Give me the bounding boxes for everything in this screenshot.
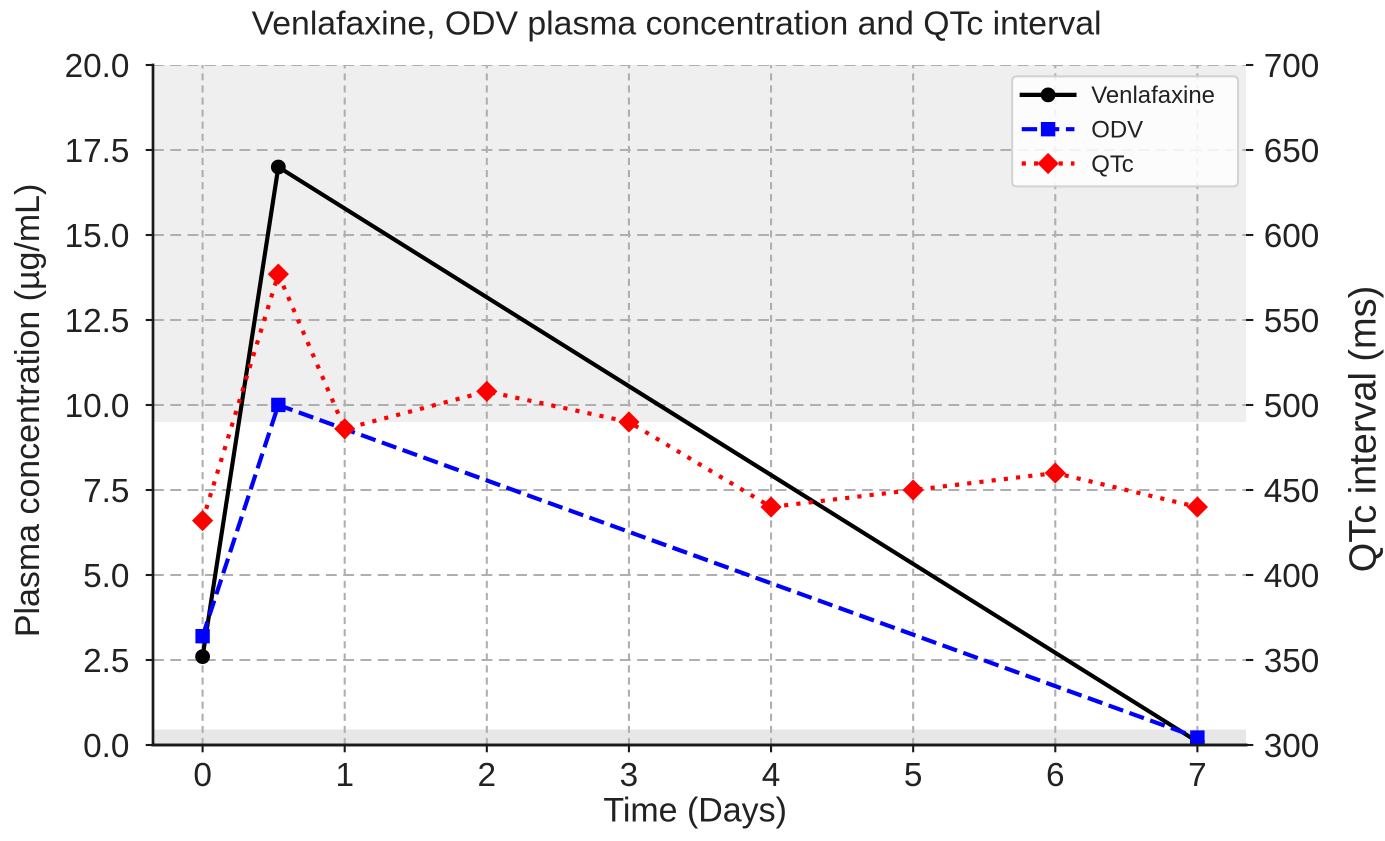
svg-text:12.5: 12.5: [65, 303, 130, 340]
svg-text:7.5: 7.5: [83, 473, 129, 510]
svg-text:650: 650: [1264, 133, 1320, 170]
svg-text:Venlafaxine: Venlafaxine: [1091, 82, 1228, 109]
svg-text:QTc: QTc: [1091, 151, 1134, 178]
svg-text:3: 3: [620, 757, 639, 794]
svg-text:2.5: 2.5: [83, 643, 129, 680]
svg-text:450: 450: [1264, 473, 1320, 510]
svg-text:1: 1: [335, 757, 354, 794]
svg-text:700: 700: [1264, 48, 1320, 85]
svg-text:7: 7: [1188, 757, 1207, 794]
svg-text:Venlafaxine, ODV plasma concen: Venlafaxine, ODV plasma concentration an…: [252, 4, 1102, 42]
svg-text:17.5: 17.5: [65, 133, 130, 170]
svg-text:350: 350: [1264, 643, 1320, 680]
svg-text:5: 5: [904, 757, 923, 794]
svg-text:15.0: 15.0: [65, 218, 130, 255]
svg-text:20.0: 20.0: [65, 48, 130, 85]
svg-text:QTc interval (ms): QTc interval (ms): [1342, 286, 1384, 572]
svg-text:600: 600: [1264, 218, 1320, 255]
svg-text:400: 400: [1264, 558, 1320, 595]
svg-text:6: 6: [1046, 757, 1065, 794]
svg-text:2: 2: [478, 757, 497, 794]
svg-text:4: 4: [762, 757, 781, 794]
svg-text:550: 550: [1264, 303, 1320, 340]
svg-text:500: 500: [1264, 388, 1320, 425]
svg-text:0.0: 0.0: [83, 728, 129, 765]
svg-text:Plasma concentration (µg/mL): Plasma concentration (µg/mL): [9, 184, 47, 637]
svg-text:Time (Days): Time (Days): [603, 791, 787, 829]
svg-text:300: 300: [1264, 728, 1320, 765]
svg-text:10.0: 10.0: [65, 388, 130, 425]
svg-text:0: 0: [193, 757, 212, 794]
svg-text:ODV: ODV: [1091, 117, 1143, 144]
svg-text:5.0: 5.0: [83, 558, 129, 595]
